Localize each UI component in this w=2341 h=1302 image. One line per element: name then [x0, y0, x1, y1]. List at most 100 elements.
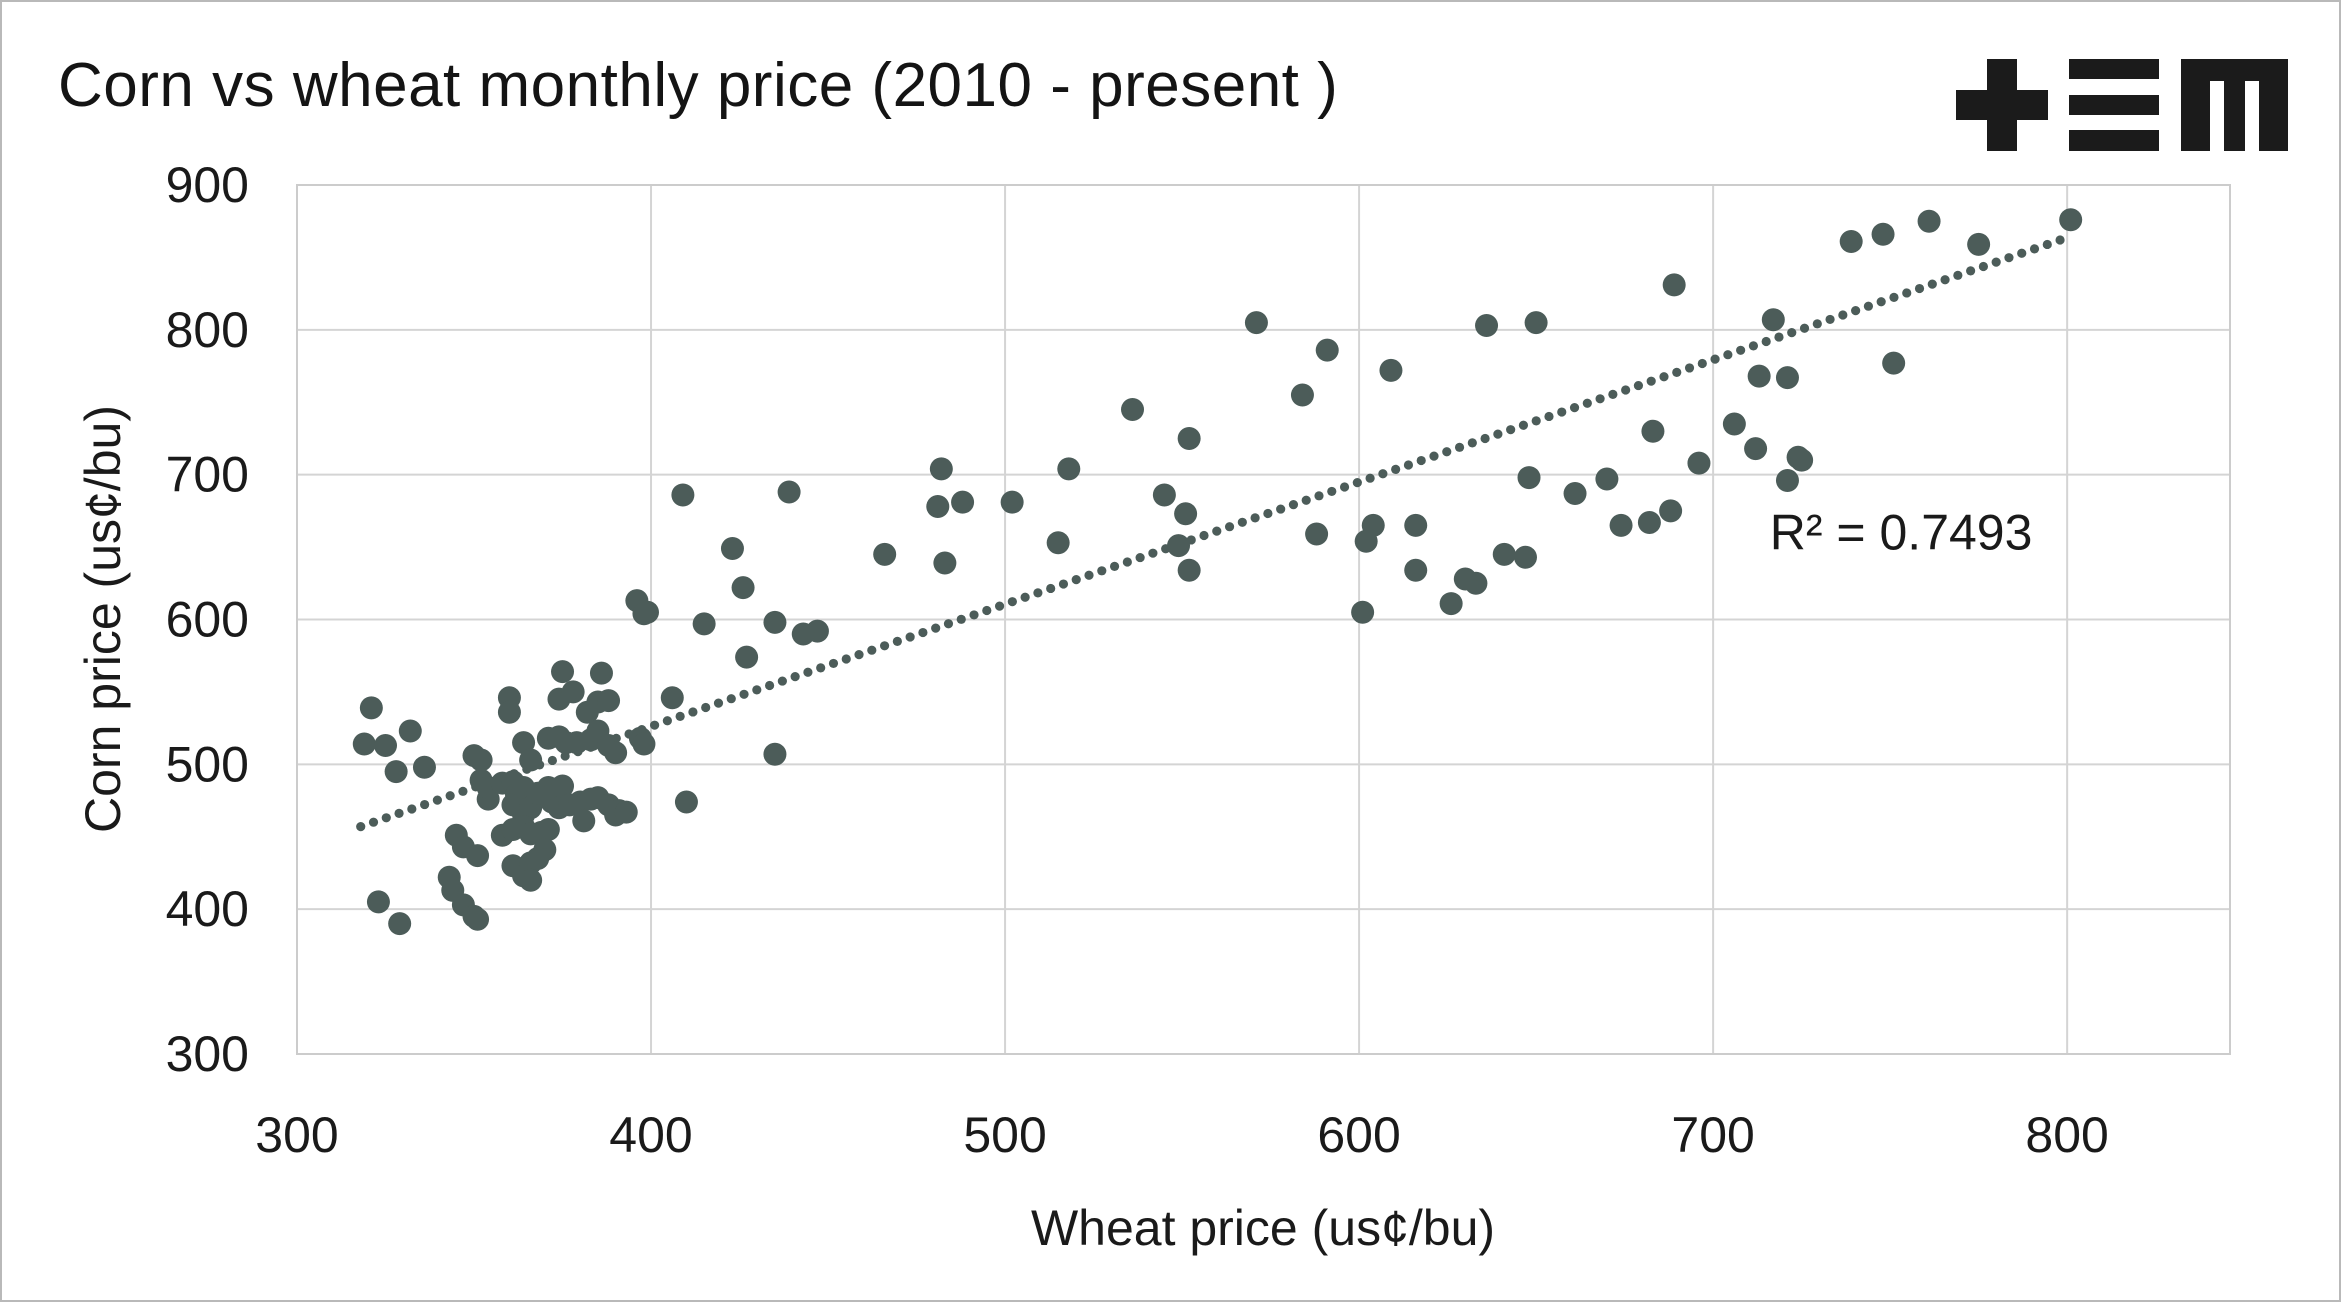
trendline-dot — [1237, 517, 1247, 527]
data-point — [1404, 513, 1428, 537]
trendline-dot — [879, 641, 890, 651]
data-point — [497, 700, 521, 724]
data-point — [674, 790, 698, 814]
data-point — [933, 551, 957, 575]
data-point — [1057, 457, 1081, 481]
data-point — [512, 731, 536, 755]
data-point — [1174, 502, 1198, 526]
data-point — [791, 622, 815, 646]
trendline-dot — [1672, 367, 1682, 377]
data-point — [1609, 513, 1633, 537]
data-point — [589, 661, 613, 685]
trendline-dot — [739, 689, 749, 699]
y-axis-tick-labels: 300 400 500 600 700 800 900 — [166, 157, 249, 1082]
data-point — [1871, 222, 1895, 246]
trendline-dot — [1914, 283, 1925, 294]
plus-icon — [1956, 59, 2048, 151]
data-point — [1775, 366, 1799, 390]
trendline-dot — [1518, 420, 1529, 430]
trendline-dot — [2017, 248, 2027, 258]
trendline-dot — [649, 720, 660, 730]
trendline-dot — [688, 707, 698, 717]
trendline-dot — [1339, 482, 1350, 492]
data-point — [1917, 209, 1941, 233]
data-point — [1290, 383, 1314, 407]
plot-area-border — [296, 184, 2231, 1055]
trendline-dot — [1506, 425, 1516, 435]
trendline-dot — [713, 698, 724, 708]
trendline-dot — [905, 632, 915, 642]
trendline-dot — [1416, 455, 1426, 466]
data-point — [1839, 229, 1863, 253]
data-point — [1882, 351, 1906, 375]
trendline-dot — [892, 636, 902, 646]
trendline-dot — [1851, 306, 1861, 316]
trendline-dot — [918, 627, 928, 638]
trendline-dot — [828, 658, 839, 669]
trendline-dot — [2004, 253, 2014, 263]
trendline-dot — [1122, 557, 1132, 567]
data-point — [1517, 466, 1541, 490]
trendline-dot — [1250, 513, 1260, 523]
data-point — [1315, 338, 1339, 362]
r-squared-annotation: R² = 0.7493 — [1770, 505, 2033, 561]
trendline-dot — [356, 822, 366, 832]
trendline-dot — [1582, 398, 1592, 408]
trendline-dot — [2055, 235, 2065, 245]
x-tick-label: 400 — [609, 1107, 692, 1163]
data-point — [1513, 545, 1537, 569]
trendline-dot — [1084, 570, 1094, 580]
data-point — [466, 907, 490, 931]
trendline-dot — [1365, 473, 1375, 483]
data-point — [366, 890, 390, 914]
data-point — [551, 660, 575, 684]
trendline-dot — [1327, 486, 1337, 497]
m-icon — [2181, 59, 2288, 151]
trendline-dot — [1621, 385, 1631, 395]
x-tick-label: 700 — [1671, 1107, 1754, 1163]
trendline-dot — [1046, 583, 1056, 594]
data-point — [763, 742, 787, 766]
data-point — [1967, 232, 1991, 256]
trendline-dot — [1684, 363, 1695, 373]
data-point — [1492, 542, 1516, 566]
data-point — [1761, 308, 1785, 332]
trendline-dot — [1544, 411, 1554, 422]
trendline-dot — [982, 605, 992, 616]
data-point — [388, 912, 412, 936]
data-point — [1152, 483, 1176, 507]
scatter-points — [352, 208, 2083, 936]
trendline-dot — [1493, 429, 1503, 439]
data-point — [1662, 273, 1686, 297]
trendline-dot — [969, 610, 979, 620]
trendline-dot — [1135, 552, 1145, 563]
data-point — [632, 732, 656, 756]
trendline-dot — [1480, 433, 1490, 444]
trendline-dot — [1020, 592, 1030, 602]
trendline-dot — [1863, 301, 1874, 311]
data-point — [1244, 311, 1268, 335]
trendline-dot — [854, 650, 864, 660]
data-point — [1453, 567, 1477, 591]
y-tick-label: 800 — [166, 302, 249, 358]
data-point — [873, 542, 897, 566]
trendline-dot — [994, 601, 1005, 611]
trendline-dot — [1991, 257, 2001, 267]
trendline-dot — [662, 716, 672, 726]
trendline — [356, 235, 2065, 832]
trendline-dot — [1646, 376, 1656, 386]
data-point — [597, 689, 621, 713]
trendline-dot — [1902, 288, 1912, 298]
data-point — [1722, 412, 1746, 436]
trendline-dot — [931, 623, 941, 633]
trendline-dot — [777, 676, 787, 686]
trendline-dot — [547, 755, 557, 766]
trendline-dot — [394, 808, 404, 818]
trendline-dot — [1288, 500, 1299, 510]
trendline-dot — [1531, 416, 1541, 426]
trendline-dot — [1352, 478, 1362, 488]
trendline-dot — [1953, 270, 1963, 280]
data-point — [1439, 592, 1463, 616]
data-point — [604, 741, 628, 765]
trendline-dot — [1276, 504, 1286, 514]
